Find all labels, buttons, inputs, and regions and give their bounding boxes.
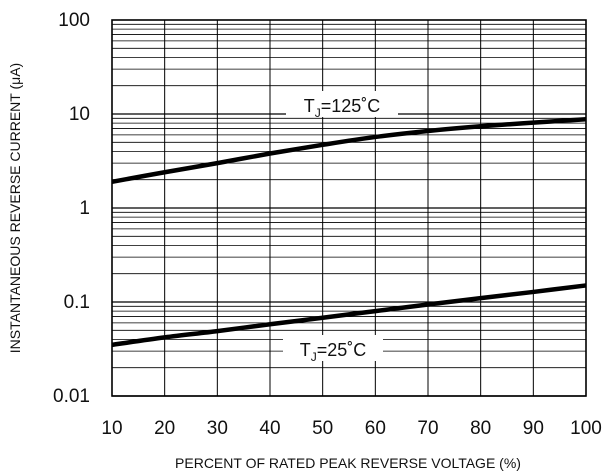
series-line-tj-25c — [111, 283, 587, 348]
series-layer — [111, 116, 587, 348]
y-tick-label: 0.1 — [64, 292, 90, 313]
x-tick-label: 60 — [365, 418, 386, 439]
x-tick-label: 100 — [570, 418, 602, 439]
curve-label-tj-125c: TJ=125˚C — [304, 96, 381, 120]
y-tick-label: 10 — [69, 104, 90, 125]
x-tick-label: 20 — [154, 418, 175, 439]
x-tick-label: 80 — [470, 418, 491, 439]
y-tick-label: 1 — [79, 198, 90, 219]
x-tick-label: 40 — [259, 418, 280, 439]
curve-label-tj-25c: TJ=25˚C — [300, 340, 367, 364]
y-tick-labels: 0.01 0.1 1 10 100 — [53, 10, 90, 407]
curve-label-background — [286, 91, 398, 117]
y-tick-label: 0.01 — [53, 386, 90, 407]
y-axis-label: INSTANTANEOUS REVERSE CURRENT (μA) — [7, 63, 23, 353]
y-tick-label: 100 — [58, 10, 90, 31]
x-tick-label: 30 — [207, 418, 228, 439]
curve-label-background — [283, 335, 383, 361]
series-line-tj-125c — [111, 116, 587, 185]
x-tick-label: 50 — [312, 418, 333, 439]
x-axis-label: PERCENT OF RATED PEAK REVERSE VOLTAGE (%… — [175, 455, 521, 471]
x-tick-label: 10 — [101, 418, 122, 439]
x-tick-labels: 10 20 30 40 50 60 70 80 90 100 — [101, 418, 601, 439]
plot-frame — [111, 19, 587, 397]
curve-label-layer: TJ=125˚C TJ=25˚C — [283, 91, 398, 364]
x-tick-label: 70 — [417, 418, 438, 439]
x-tick-label: 90 — [523, 418, 544, 439]
